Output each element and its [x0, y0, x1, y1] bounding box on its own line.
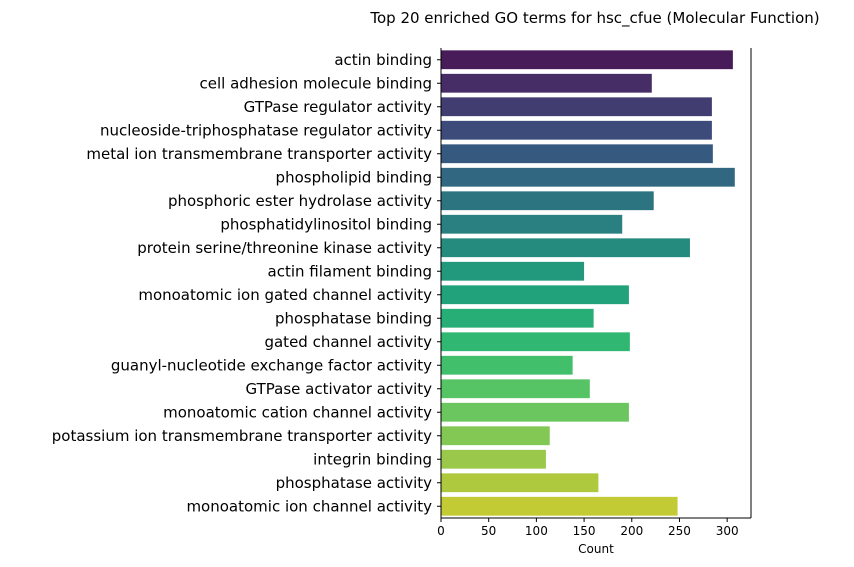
bar	[441, 496, 678, 516]
category-label: cell adhesion molecule binding	[200, 74, 432, 92]
category-label: nucleoside-triphosphatase regulator acti…	[100, 121, 432, 139]
bar	[441, 261, 585, 281]
bar	[441, 238, 690, 258]
bar	[441, 285, 629, 305]
bar	[441, 191, 654, 211]
category-label: guanyl-nucleotide exchange factor activi…	[111, 356, 432, 374]
bar	[441, 167, 735, 187]
x-tick-label: 50	[481, 524, 496, 538]
bar	[441, 308, 594, 328]
category-label: integrin binding	[313, 450, 432, 468]
x-tick-label: 0	[437, 524, 445, 538]
bar	[441, 379, 590, 399]
category-label: monoatomic ion gated channel activity	[138, 286, 432, 304]
category-label: metal ion transmembrane transporter acti…	[86, 145, 432, 163]
bars-group	[441, 50, 735, 516]
category-label: actin binding	[334, 51, 432, 69]
category-label: phospholipid binding	[276, 168, 432, 186]
bar	[441, 449, 546, 469]
category-label: phosphoric ester hydrolase activity	[168, 192, 432, 210]
x-tick-label: 200	[620, 524, 643, 538]
category-label: phosphatase binding	[275, 309, 432, 327]
x-tick-label: 150	[573, 524, 596, 538]
category-label: phosphatase activity	[276, 474, 433, 492]
bar	[441, 355, 573, 375]
category-label: actin filament binding	[268, 262, 432, 280]
bar	[441, 332, 630, 352]
category-label: GTPase regulator activity	[244, 98, 432, 116]
x-tick-label: 300	[716, 524, 739, 538]
category-label: potassium ion transmembrane transporter …	[52, 427, 432, 445]
category-label: gated channel activity	[264, 333, 432, 351]
bar	[441, 144, 713, 164]
bar	[441, 473, 599, 493]
category-label: GTPase activator activity	[246, 380, 433, 398]
bar	[441, 50, 733, 70]
x-axis-label: Count	[578, 542, 614, 556]
category-label: monoatomic cation channel activity	[163, 403, 432, 421]
top-spine	[441, 48, 751, 518]
x-tick-label: 250	[668, 524, 691, 538]
x-axis: 0 50 100 150 200 250 300	[437, 518, 739, 538]
bar	[441, 426, 550, 446]
chart-title: Top 20 enriched GO terms for hsc_cfue (M…	[369, 9, 819, 28]
category-label: protein serine/threonine kinase activity	[137, 239, 432, 257]
category-label: phosphatidylinositol binding	[220, 215, 432, 233]
x-tick-label: 100	[525, 524, 548, 538]
category-label: monoatomic ion channel activity	[186, 497, 432, 515]
bar	[441, 402, 629, 422]
bar	[441, 214, 623, 234]
bar	[441, 73, 652, 93]
category-labels-group: actin binding cell adhesion molecule bind…	[52, 51, 441, 515]
bar	[441, 120, 712, 140]
bar	[441, 97, 712, 117]
